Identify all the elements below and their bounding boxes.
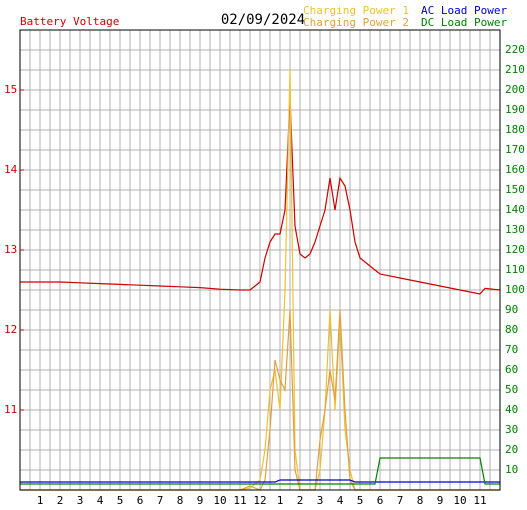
x-tick-label: 2 [297, 494, 304, 507]
y2-tick-label: 40 [505, 403, 518, 416]
x-tick-label: 8 [177, 494, 184, 507]
labels: 1 2 3 4 5 6 7 8 9 10 11 12 1 2 3 4 5 6 7 8 9 10 11111213141510… [4, 4, 525, 507]
legend-entry: DC Load Power [421, 16, 507, 29]
x-tick-label: 9 [437, 494, 444, 507]
y2-tick-label: 130 [505, 223, 525, 236]
x-tick-label: 1 [37, 494, 44, 507]
x-tick-label: 7 [397, 494, 404, 507]
y2-tick-label: 30 [505, 423, 518, 436]
x-tick-label: 11 [473, 494, 486, 507]
x-tick-label: 8 [417, 494, 424, 507]
x-tick-label: 5 [357, 494, 364, 507]
y2-tick-label: 60 [505, 363, 518, 376]
y2-tick-label: 220 [505, 43, 525, 56]
y2-tick-label: 110 [505, 263, 525, 276]
x-tick-label: 2 [57, 494, 64, 507]
grid [20, 30, 500, 490]
series-line [20, 457, 500, 485]
x-tick-label: 5 [117, 494, 124, 507]
x-tick-label: 10 [453, 494, 466, 507]
x-tick-label: 7 [157, 494, 164, 507]
y2-tick-label: 20 [505, 443, 518, 456]
y-tick-label: 12 [4, 323, 17, 336]
y-tick-label: 13 [4, 243, 17, 256]
y2-tick-label: 100 [505, 283, 525, 296]
y-tick-label: 14 [4, 163, 18, 176]
x-tick-label: 12 [253, 494, 266, 507]
y-tick-label: 15 [4, 83, 17, 96]
y2-tick-label: 180 [505, 123, 525, 136]
y2-tick-label: 200 [505, 83, 525, 96]
y2-tick-label: 10 [505, 463, 518, 476]
x-tick-label: 6 [377, 494, 384, 507]
x-tick-label: 6 [137, 494, 144, 507]
series-line [20, 97, 501, 295]
x-tick-label: 10 [213, 494, 226, 507]
x-tick-label: 3 [77, 494, 84, 507]
plot-frame [19, 29, 501, 491]
y2-tick-label: 50 [505, 383, 518, 396]
x-tick-label: 3 [317, 494, 324, 507]
y2-tick-label: 120 [505, 243, 525, 256]
y2-tick-label: 190 [505, 103, 525, 116]
y2-tick-label: 170 [505, 143, 525, 156]
x-tick-label: 4 [337, 494, 344, 507]
y2-tick-label: 150 [505, 183, 525, 196]
x-tick-label: 9 [197, 494, 204, 507]
legend-entry: Charging Power 1 [303, 4, 409, 17]
y2-tick-label: 210 [505, 63, 525, 76]
y-tick-label: 11 [4, 403, 17, 416]
y2-tick-label: 80 [505, 323, 518, 336]
y2-tick-label: 160 [505, 163, 525, 176]
legend-entry: AC Load Power [421, 4, 507, 17]
chart-title: 02/09/2024 [221, 12, 305, 28]
legend-entry: Battery Voltage [20, 15, 119, 28]
y2-tick-label: 90 [505, 303, 518, 316]
x-tick-label: 4 [97, 494, 104, 507]
x-tick-label: 11 [233, 494, 246, 507]
y2-tick-label: 140 [505, 203, 525, 216]
x-tick-label: 1 [277, 494, 284, 507]
legend-entry: Charging Power 2 [303, 16, 409, 29]
series-line [20, 479, 500, 483]
y2-tick-label: 70 [505, 343, 518, 356]
